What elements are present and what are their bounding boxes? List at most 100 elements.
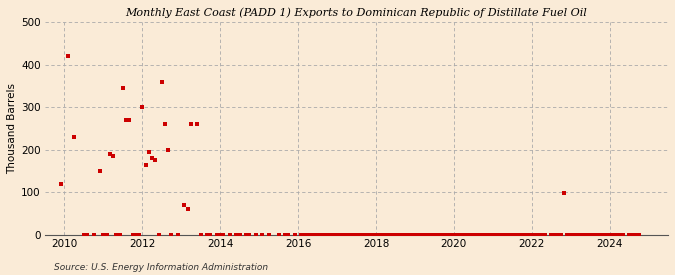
Point [127,232,138,237]
Point [315,232,326,237]
Point [578,232,589,237]
Point [273,232,284,237]
Point [546,232,557,237]
Point [361,232,372,237]
Point [82,232,92,237]
Text: Source: U.S. Energy Information Administration: Source: U.S. Energy Information Administ… [54,263,268,272]
Point [56,182,67,186]
Point [452,232,462,237]
Point [396,232,407,237]
Point [163,148,173,152]
Point [157,80,167,84]
Point [114,232,125,237]
Point [150,158,161,163]
Point [146,156,157,160]
Point [614,232,625,237]
Point [186,122,196,127]
Point [556,232,566,237]
Point [497,232,508,237]
Point [559,191,570,196]
Point [446,232,456,237]
Point [383,232,394,237]
Point [377,232,388,237]
Point [143,150,154,154]
Point [111,232,122,237]
Point [374,232,385,237]
Point [218,232,229,237]
Point [494,232,505,237]
Point [468,232,479,237]
Point [464,232,475,237]
Point [416,232,427,237]
Point [159,122,170,127]
Point [523,232,534,237]
Point [432,232,443,237]
Point [153,232,164,237]
Point [394,232,404,237]
Point [633,232,644,237]
Point [358,232,369,237]
Point [520,232,531,237]
Point [624,232,634,237]
Point [257,232,268,237]
Point [309,232,320,237]
Point [367,232,378,237]
Y-axis label: Thousand Barrels: Thousand Barrels [7,83,17,174]
Point [344,232,355,237]
Point [478,232,489,237]
Point [462,232,472,237]
Point [471,232,482,237]
Point [380,232,391,237]
Point [458,232,469,237]
Point [202,232,213,237]
Point [601,232,612,237]
Point [630,232,641,237]
Point [348,232,358,237]
Point [516,232,527,237]
Point [234,232,245,237]
Point [244,232,254,237]
Point [487,232,498,237]
Point [390,232,401,237]
Point [328,232,339,237]
Point [250,232,261,237]
Point [263,232,274,237]
Point [514,232,524,237]
Point [241,232,252,237]
Point [124,118,135,122]
Point [491,232,502,237]
Point [595,232,605,237]
Point [406,232,417,237]
Point [455,232,466,237]
Point [279,232,290,237]
Point [533,232,543,237]
Point [588,232,599,237]
Point [526,232,537,237]
Point [423,232,433,237]
Point [500,232,511,237]
Point [591,232,602,237]
Point [195,232,206,237]
Point [536,232,547,237]
Point [322,232,333,237]
Point [325,232,336,237]
Point [107,154,118,158]
Point [410,232,421,237]
Point [572,232,583,237]
Title: Monthly East Coast (PADD 1) Exports to Dominican Republic of Distillate Fuel Oil: Monthly East Coast (PADD 1) Exports to D… [126,7,587,18]
Point [585,232,595,237]
Point [62,54,73,59]
Point [387,232,398,237]
Point [575,232,586,237]
Point [192,122,203,127]
Point [121,118,132,122]
Point [69,135,80,139]
Point [296,232,306,237]
Point [166,232,177,237]
Point [552,232,563,237]
Point [130,232,141,237]
Point [481,232,491,237]
Point [403,232,414,237]
Point [435,232,446,237]
Point [530,232,541,237]
